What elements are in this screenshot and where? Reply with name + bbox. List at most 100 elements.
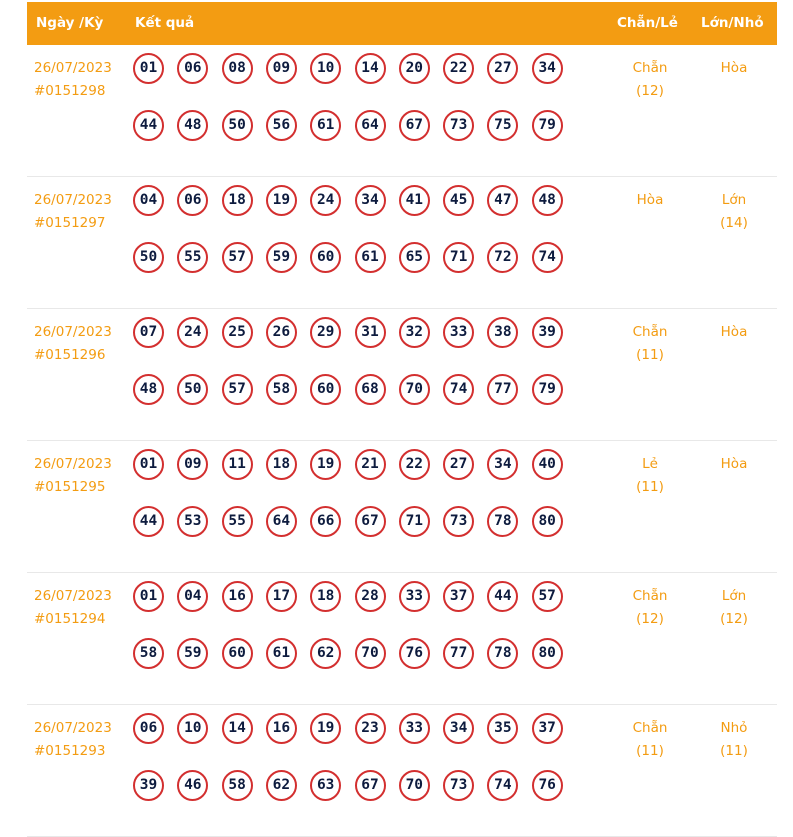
result-ball: 34 [354, 185, 386, 216]
even-odd-count: (11) [636, 347, 664, 363]
result-ball: 01 [133, 581, 164, 612]
result-ball: 50 [133, 242, 164, 273]
result-ball: 79 [531, 110, 563, 141]
table-row: 26/07/2023 #0151295 01 09 11 18 19 21 22 27 34 40 44… [27, 441, 777, 573]
result-ball: 80 [531, 506, 563, 537]
result-ball: 44 [487, 581, 519, 612]
result-ball: 72 [487, 242, 519, 273]
result-ball: 39 [531, 317, 563, 348]
even-odd-cell: Lẻ (11) [615, 453, 685, 499]
header-date-label: Ngày /Kỳ [36, 15, 104, 31]
result-ball: 25 [221, 317, 253, 348]
result-ball: 78 [487, 506, 519, 537]
result-ball: 57 [221, 242, 253, 273]
result-ball: 44 [133, 506, 164, 537]
result-ball: 63 [310, 770, 342, 801]
result-ball: 46 [177, 770, 209, 801]
big-small-value: Hòa [720, 456, 748, 472]
result-ball: 33 [443, 317, 475, 348]
draw-info: 26/07/2023 #0151296 [34, 321, 112, 367]
result-ball: 44 [133, 110, 164, 141]
result-ball: 65 [398, 242, 430, 273]
result-ball: 04 [133, 185, 164, 216]
result-ball: 06 [177, 53, 209, 84]
result-ball: 77 [443, 638, 475, 669]
result-ball: 71 [443, 242, 475, 273]
result-ball: 09 [177, 449, 209, 480]
result-ball: 74 [531, 242, 563, 273]
result-ball: 61 [310, 110, 342, 141]
result-ball: 50 [221, 110, 253, 141]
result-ball: 59 [265, 242, 297, 273]
big-small-cell: Hòa [699, 453, 769, 476]
result-ball: 41 [398, 185, 430, 216]
result-ball: 64 [265, 506, 297, 537]
draw-id: #0151296 [34, 347, 106, 363]
draw-date: 26/07/2023 [34, 720, 112, 736]
result-ball: 75 [487, 110, 519, 141]
result-ball: 16 [221, 581, 253, 612]
results-table: Ngày /Kỳ Kết quả Chẵn/Lẻ Lớn/Nhỏ 26/07/2… [27, 2, 777, 837]
result-ball: 32 [398, 317, 430, 348]
result-ball: 59 [177, 638, 209, 669]
result-ball: 60 [310, 374, 342, 405]
result-ball: 47 [487, 185, 519, 216]
big-small-cell: Lớn (12) [699, 585, 769, 631]
result-ball: 74 [487, 770, 519, 801]
table-row: 26/07/2023 #0151298 01 06 08 09 10 14 20 22 27 34 44… [27, 45, 777, 177]
result-ball: 45 [443, 185, 475, 216]
result-ball: 60 [310, 242, 342, 273]
result-ball: 18 [310, 581, 342, 612]
even-odd-value: Lẻ [642, 456, 658, 472]
result-ball: 64 [354, 110, 386, 141]
even-odd-value: Chẵn [632, 324, 668, 340]
draw-id: #0151297 [34, 215, 106, 231]
draw-date: 26/07/2023 [34, 588, 112, 604]
result-ball: 58 [133, 638, 164, 669]
result-ball: 62 [265, 770, 297, 801]
result-ball: 38 [487, 317, 519, 348]
even-odd-count: (12) [636, 611, 664, 627]
result-ball: 70 [398, 770, 430, 801]
table-body: 26/07/2023 #0151298 01 06 08 09 10 14 20 22 27 34 44… [27, 45, 777, 837]
even-odd-value: Hòa [636, 192, 664, 208]
big-small-value: Hòa [720, 60, 748, 76]
result-ball: 62 [310, 638, 342, 669]
result-ball: 33 [398, 581, 430, 612]
big-small-cell: Hòa [699, 321, 769, 344]
draw-info: 26/07/2023 #0151293 [34, 717, 112, 763]
big-small-cell: Lớn (14) [699, 189, 769, 235]
result-ball: 24 [310, 185, 342, 216]
draw-info: 26/07/2023 #0151298 [34, 57, 112, 103]
result-ball: 57 [221, 374, 253, 405]
result-ball: 06 [133, 713, 164, 744]
draw-date: 26/07/2023 [34, 60, 112, 76]
result-ball: 50 [177, 374, 209, 405]
result-ball: 70 [354, 638, 386, 669]
table-row: 26/07/2023 #0151294 01 04 16 17 18 28 33 37 44 57 58… [27, 573, 777, 705]
draw-date: 26/07/2023 [34, 456, 112, 472]
draw-id: #0151294 [34, 611, 106, 627]
result-ball: 26 [265, 317, 297, 348]
result-ball: 17 [265, 581, 297, 612]
result-ball: 67 [354, 506, 386, 537]
draw-info: 26/07/2023 #0151297 [34, 189, 112, 235]
result-ball: 37 [443, 581, 475, 612]
result-ball: 01 [133, 449, 164, 480]
result-ball: 11 [221, 449, 253, 480]
result-ball: 23 [354, 713, 386, 744]
result-ball: 68 [354, 374, 386, 405]
result-ball: 71 [398, 506, 430, 537]
result-ball: 28 [354, 581, 386, 612]
result-ball: 27 [443, 449, 475, 480]
result-ball: 35 [487, 713, 519, 744]
even-odd-count: (11) [636, 479, 664, 495]
header-even-odd-label: Chẵn/Lẻ [617, 15, 678, 31]
draw-info: 26/07/2023 #0151294 [34, 585, 112, 631]
result-ball: 33 [398, 713, 430, 744]
result-ball: 14 [354, 53, 386, 84]
result-ball: 79 [531, 374, 563, 405]
even-odd-cell: Chẵn (12) [615, 585, 685, 631]
result-ball: 48 [133, 374, 164, 405]
table-row: 26/07/2023 #0151297 04 06 18 19 24 34 41 45 47 48 50… [27, 177, 777, 309]
